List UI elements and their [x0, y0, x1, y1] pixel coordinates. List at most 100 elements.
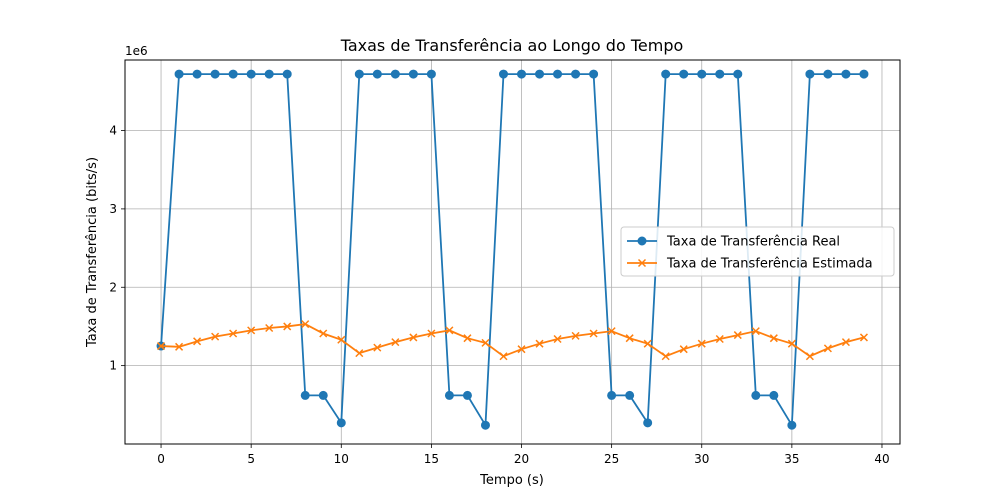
- x-tick-label: 25: [604, 452, 619, 466]
- y-tick-label: 3: [109, 202, 117, 216]
- data-point-s2: [715, 334, 724, 344]
- data-point-s2: [571, 331, 580, 340]
- data-point-s2: [769, 334, 778, 343]
- data-point-s2: [463, 334, 472, 343]
- data-point-s1: [535, 69, 545, 79]
- x-tick-label: 15: [424, 452, 439, 466]
- x-tick-label: 20: [514, 452, 529, 466]
- data-point-s2: [391, 338, 400, 347]
- data-point-s1: [823, 69, 833, 79]
- data-point-s2: [805, 352, 814, 361]
- data-point-s1: [336, 418, 346, 428]
- data-point-s1: [715, 69, 725, 79]
- data-point-s2: [625, 334, 634, 343]
- legend-box: [620, 226, 895, 277]
- x-tick-label: 30: [694, 452, 709, 466]
- data-point-s1: [408, 69, 418, 79]
- data-point-s2: [679, 345, 688, 354]
- data-point-s2: [337, 335, 346, 344]
- data-point-s2: [823, 344, 832, 353]
- data-point-s1: [733, 69, 743, 79]
- data-point-s1: [589, 69, 599, 79]
- y-tick-label: 4: [109, 124, 117, 138]
- data-point-s1: [553, 69, 563, 79]
- data-point-s2: [607, 327, 616, 336]
- data-point-s2: [355, 349, 364, 358]
- legend-label-1: Taxa de Transferência Real: [666, 235, 840, 250]
- plot-frame: [124, 59, 901, 445]
- data-point-s1: [462, 390, 472, 400]
- data-point-s2: [535, 339, 544, 348]
- data-point-s1: [517, 69, 527, 79]
- data-point-s1: [679, 69, 689, 79]
- data-point-s1: [228, 69, 238, 79]
- data-point-s2: [373, 343, 382, 352]
- data-point-s1: [372, 69, 382, 79]
- series-line-2: [161, 323, 865, 358]
- data-point-s1: [192, 69, 202, 79]
- data-point-s2: [697, 339, 706, 348]
- data-point-s2: [499, 352, 508, 361]
- ticks: 0 5 10 15 20 25 30 35 40 1 2 3 4: [109, 124, 889, 466]
- data-point-s2: [319, 329, 328, 338]
- data-point-s2: [175, 342, 184, 351]
- data-point-s2: [589, 329, 598, 338]
- data-point-s2: [751, 327, 760, 336]
- grid: [125, 60, 900, 444]
- data-point-s1: [751, 390, 761, 400]
- legend: Taxa de Transferência Real Taxa de Transf…: [620, 226, 895, 277]
- data-point-s2: [553, 334, 562, 344]
- x-tick-label: 0: [157, 452, 165, 466]
- data-point-s2: [229, 329, 238, 338]
- data-point-s1: [643, 418, 653, 428]
- data-point-s2: [193, 337, 202, 346]
- legend-marker-2: [637, 258, 647, 268]
- data-point-s2: [661, 352, 670, 361]
- data-point-s1: [390, 69, 400, 79]
- data-point-s1: [318, 390, 328, 400]
- x-tick-label: 40: [874, 452, 889, 466]
- data-point-s1: [607, 390, 617, 400]
- data-point-s1: [174, 69, 184, 79]
- y-offset-label: 1e6: [125, 44, 148, 58]
- legend-label-2: Taxa de Transferência Estimada: [666, 257, 873, 272]
- data-point-s2: [787, 339, 796, 348]
- data-point-s2: [247, 326, 256, 335]
- x-axis-label: Tempo (s): [479, 473, 544, 488]
- data-point-s2: [265, 323, 274, 333]
- legend-marker-1: [637, 236, 647, 246]
- chart-title: Taxas de Transferência ao Longo do Tempo: [340, 36, 684, 55]
- data-point-s2: [859, 333, 868, 342]
- data-point-s1: [210, 69, 220, 79]
- data-point-s1: [246, 69, 256, 79]
- data-point-s1: [571, 69, 581, 79]
- y-tick-label: 2: [109, 280, 117, 294]
- data-point-s2: [157, 342, 166, 351]
- x-tick-label: 5: [247, 452, 255, 466]
- data-point-s2: [283, 322, 292, 331]
- data-point-s1: [354, 69, 364, 79]
- data-point-s1: [787, 420, 797, 430]
- x-tick-label: 10: [334, 452, 349, 466]
- data-point-s1: [841, 69, 851, 79]
- data-point-s2: [841, 338, 850, 347]
- data-point-s1: [625, 390, 635, 400]
- data-point-s1: [697, 69, 707, 79]
- data-point-s1: [282, 69, 292, 79]
- data-point-s1: [444, 390, 454, 400]
- data-point-s2: [733, 331, 742, 340]
- data-point-s2: [409, 333, 418, 342]
- data-point-s1: [859, 69, 869, 79]
- data-point-s2: [211, 332, 220, 341]
- y-tick-label: 1: [109, 359, 117, 373]
- data-point-s1: [498, 69, 508, 79]
- data-point-s1: [426, 69, 436, 79]
- y-axis-label: Taxa de Transferência (bits/s): [85, 157, 100, 348]
- data-point-s1: [805, 69, 815, 79]
- data-point-s2: [301, 320, 310, 329]
- data-point-s2: [517, 345, 526, 354]
- data-point-s2: [481, 338, 490, 347]
- data-point-s2: [427, 329, 436, 338]
- data-point-s1: [300, 390, 310, 400]
